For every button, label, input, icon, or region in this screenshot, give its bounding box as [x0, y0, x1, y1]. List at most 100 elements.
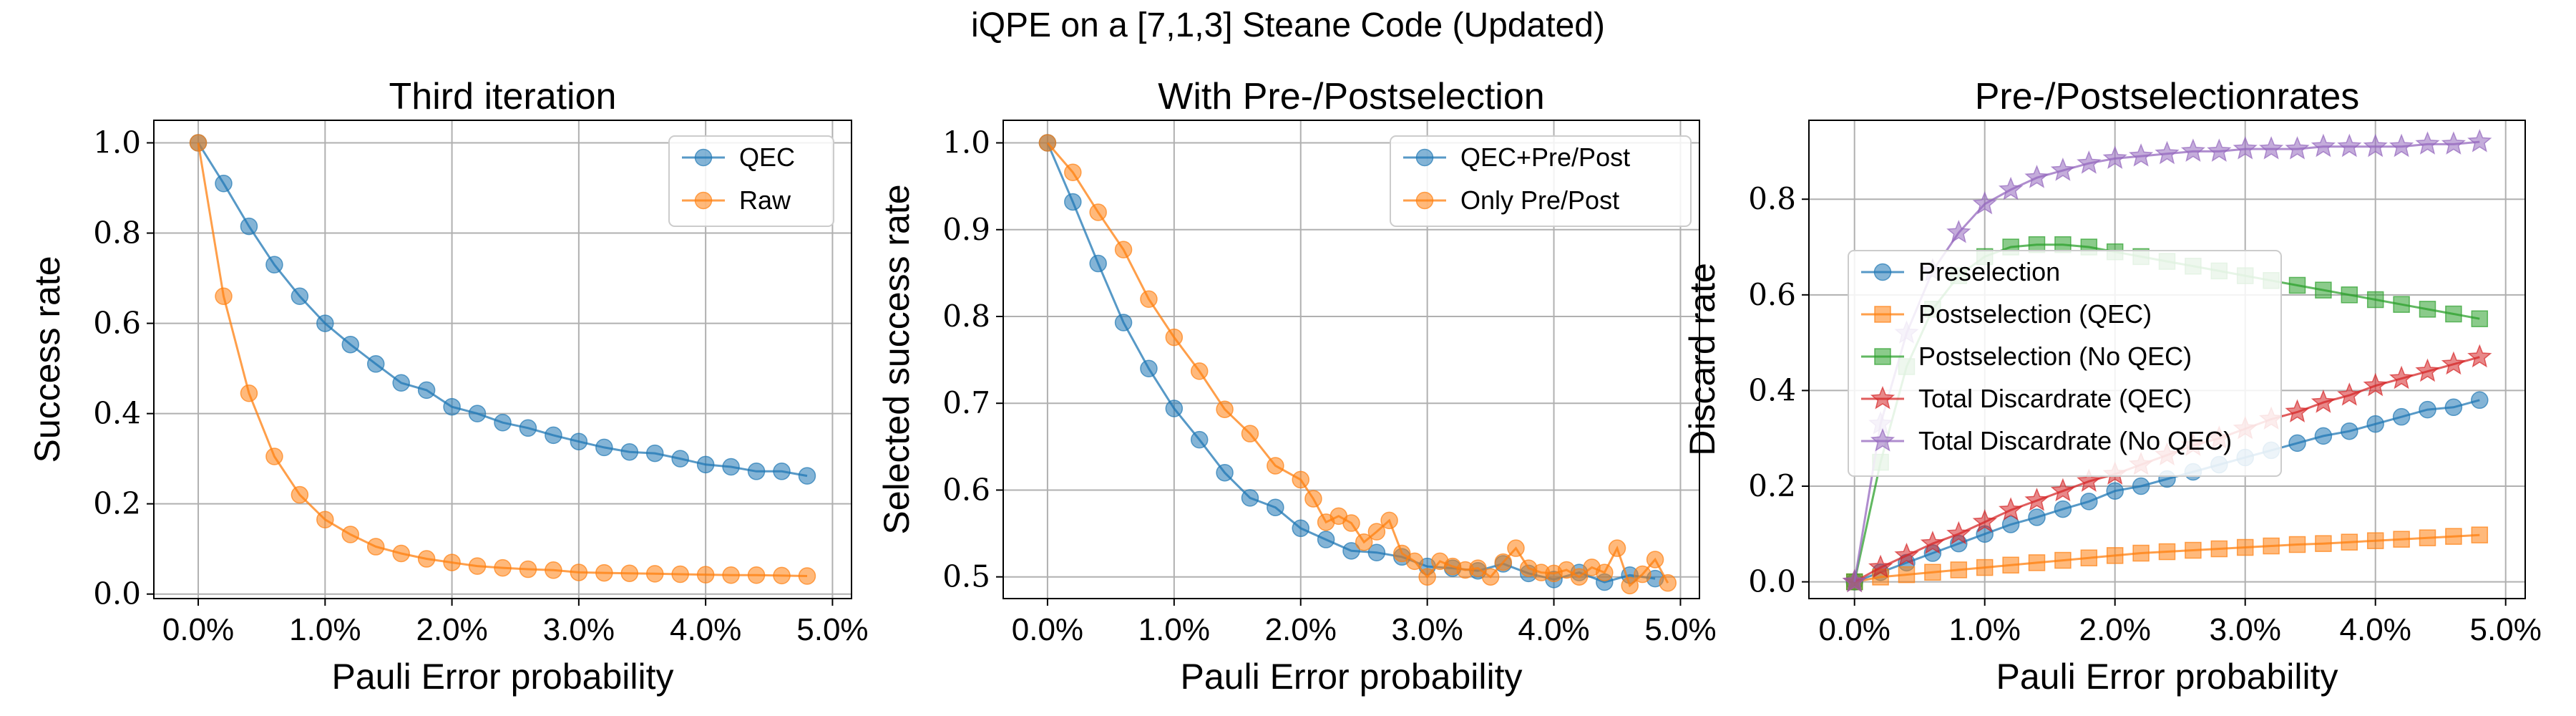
circle-marker-0 [189, 134, 208, 152]
circle-marker-9 [1267, 498, 1284, 516]
legend-label: Preselection [1918, 257, 2060, 286]
square-marker-22 [2419, 301, 2436, 318]
star-marker-24 [2467, 344, 2492, 368]
circle-marker-23 [2444, 398, 2463, 417]
circle-marker-19 [1405, 552, 1424, 571]
circle-marker-1 [215, 287, 233, 306]
circle-marker-35 [1608, 539, 1626, 557]
square-marker-11 [2132, 544, 2150, 562]
circle-marker-6 [1190, 430, 1209, 449]
circle-marker-12 [494, 413, 512, 432]
square-marker-17 [2288, 276, 2306, 294]
square-marker-14 [2210, 540, 2228, 558]
circle-marker-20 [2366, 415, 2384, 433]
circle-marker-37 [1634, 565, 1652, 584]
circle-marker-17 [2288, 434, 2306, 453]
circle-marker-15 [570, 432, 588, 450]
square-marker-22 [2419, 529, 2436, 546]
circle-marker-9 [417, 550, 436, 568]
square-marker-17 [2288, 536, 2306, 553]
circle-marker-8 [392, 374, 410, 392]
circle-marker-38 [1646, 551, 1664, 569]
star-marker-14 [2207, 138, 2232, 163]
circle-marker-legend [1873, 263, 1892, 281]
series-only-pre-post [1038, 134, 1677, 595]
square-marker-3 [1924, 563, 1941, 581]
square-marker-16 [2263, 537, 2280, 555]
star-marker-0 [1842, 569, 1867, 593]
circle-marker-18 [2314, 427, 2333, 445]
star-marker-19 [2337, 133, 2362, 158]
circle-marker-legend [1415, 191, 1434, 210]
square-marker-23 [2445, 305, 2462, 323]
circle-marker-3 [1114, 241, 1133, 258]
grid-lines [154, 120, 852, 599]
chart-panel-1: 0.0% 1.0% 2.0% 3.0% 4.0% 5.0% 0.0 0.2 0.4 0.6 0.8 1… [27, 76, 869, 697]
x-tick-label: 3.0% [2210, 612, 2281, 647]
y-tick-label: 0.8 [93, 216, 141, 251]
circle-marker-19 [671, 565, 689, 584]
x-tick-label: 2.0% [416, 612, 487, 647]
circle-marker-24 [2471, 391, 2489, 410]
x-tick-label: 4.0% [2340, 612, 2411, 647]
y-tick-label: 0.2 [1748, 468, 1796, 503]
circle-marker-7 [1216, 463, 1234, 482]
square-marker-legend [1874, 306, 1891, 323]
circle-marker-13 [519, 419, 537, 437]
x-tick-label: 5.0% [2470, 612, 2542, 647]
square-marker-8 [2054, 551, 2072, 569]
circle-marker-25 [1481, 568, 1500, 586]
circle-marker-34 [1596, 563, 1614, 581]
axes-title: With Pre-/Postselection [1158, 76, 1544, 117]
circle-marker-15 [570, 563, 588, 581]
square-marker-10 [2106, 547, 2124, 564]
circle-marker-5 [316, 511, 334, 528]
circle-marker-10 [443, 553, 461, 571]
circle-marker-11 [1317, 531, 1335, 548]
x-tick-label: 3.0% [543, 612, 615, 647]
circle-marker-20 [696, 566, 715, 584]
circle-marker-9 [417, 381, 436, 400]
star-marker-19 [2337, 382, 2362, 406]
circle-marker-21 [2392, 407, 2411, 426]
series-postselection-qec- [1845, 526, 2489, 591]
circle-marker-12 [494, 558, 512, 577]
circle-marker-18 [645, 565, 664, 583]
circle-marker-2 [240, 217, 258, 236]
circle-marker-22 [747, 566, 766, 584]
circle-marker-11 [2132, 477, 2150, 495]
circle-marker-11 [468, 405, 487, 422]
y-tick-label: 0.6 [1748, 277, 1796, 312]
circle-marker-6 [341, 335, 360, 354]
legend-box [1390, 135, 1692, 227]
y-axis-label: Success rate [27, 256, 67, 463]
star-marker-12 [2155, 140, 2180, 165]
circle-marker-10 [443, 397, 461, 416]
circle-marker-4 [1140, 359, 1158, 377]
star-marker-9 [2077, 150, 2102, 174]
y-tick-label: 0.4 [1748, 372, 1796, 407]
square-marker-7 [2028, 554, 2046, 571]
figure-suptitle: iQPE on a [7,1,3] Steane Code (Updated) [971, 6, 1605, 44]
legend-label: Total Discardrate (QEC) [1918, 384, 2192, 413]
circle-marker-3 [1114, 314, 1133, 332]
y-axis-label: Selected success rate [877, 184, 917, 534]
square-marker-19 [2341, 533, 2358, 551]
circle-marker-21 [722, 458, 740, 476]
star-marker-21 [2389, 133, 2414, 158]
circle-marker-2 [1089, 254, 1107, 273]
x-tick-label: 5.0% [796, 612, 868, 647]
y-tick-label: 0.9 [942, 212, 990, 247]
circle-marker-19 [2341, 422, 2358, 440]
circle-marker-36 [1621, 576, 1639, 595]
star-marker-17 [2285, 399, 2310, 423]
circle-marker-8 [392, 544, 410, 563]
circle-marker-1 [215, 174, 233, 193]
circle-marker-24 [1469, 559, 1487, 577]
circle-marker-16 [595, 563, 613, 582]
y-tick-label: 0.6 [942, 472, 990, 507]
circle-marker-14 [545, 426, 562, 445]
circle-marker-23 [773, 463, 791, 480]
legend-item: QEC [682, 142, 795, 172]
series-raw [189, 134, 816, 585]
